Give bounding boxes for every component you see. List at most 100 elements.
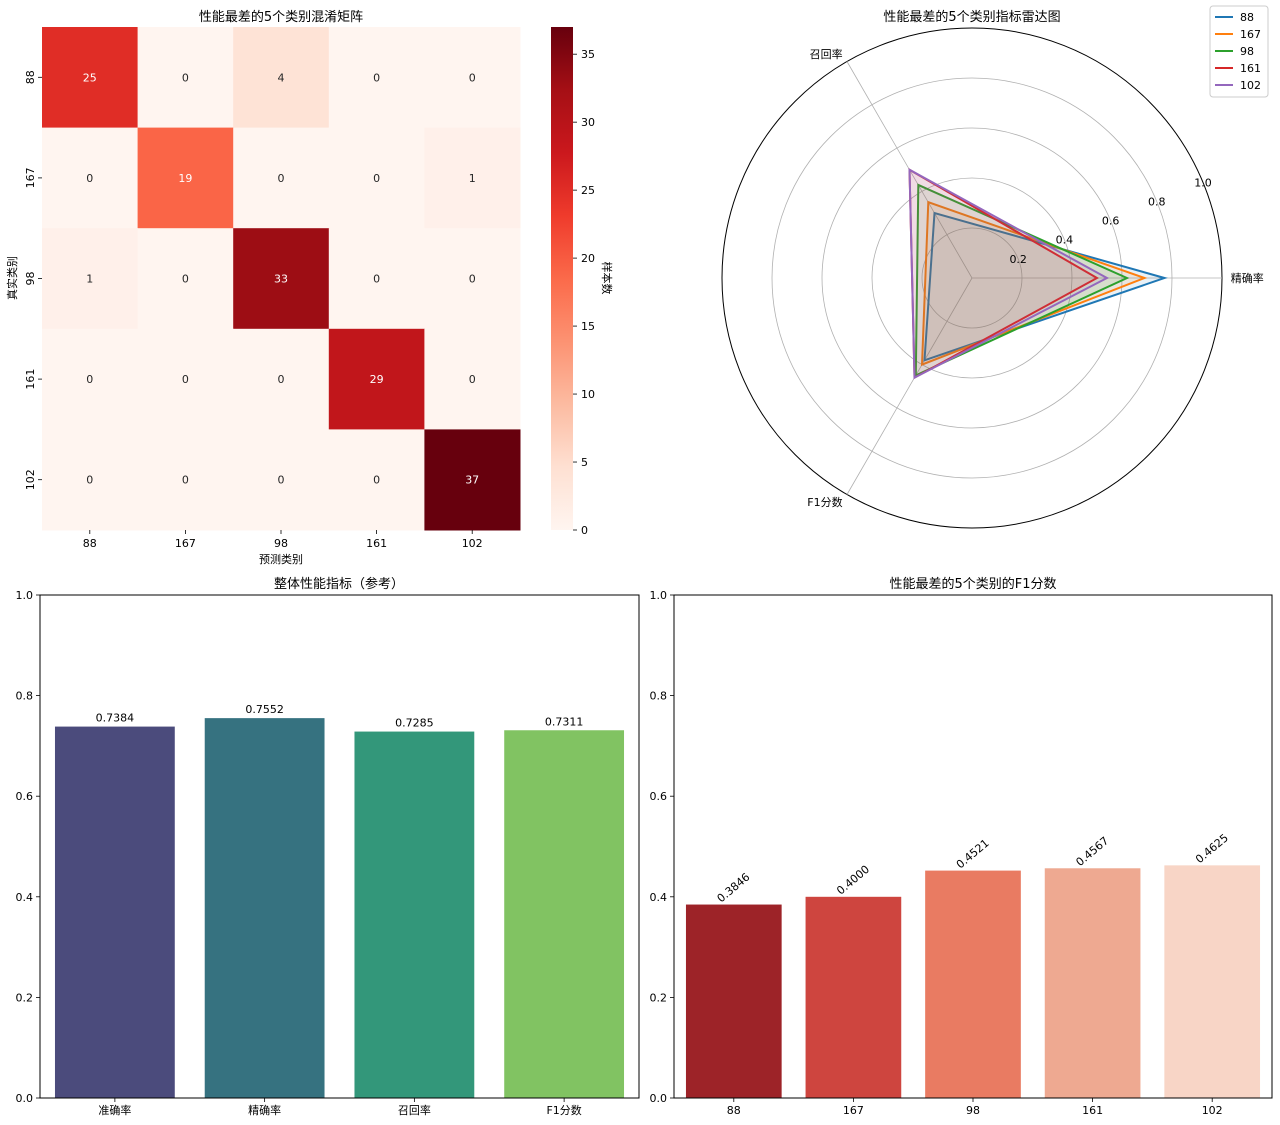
- bar-value-label: 0.3846: [715, 871, 753, 906]
- heatmap-cell: [137, 429, 234, 531]
- heatmap-cell-value: 0: [86, 172, 93, 185]
- heatmap-cell-value: 0: [373, 273, 380, 286]
- heatmap-cell: [424, 27, 521, 129]
- heatmap-cell-value: 4: [278, 71, 285, 84]
- heatmap-cell: [137, 127, 234, 229]
- x-tick-label: 98: [966, 1104, 980, 1117]
- heatmap-cell: [424, 127, 521, 229]
- metrics-radar-chart: 性能最差的5个类别指标雷达图 0.2 0.4 0.6 0.8 1.0 精确率 召回率 F1分…: [721, 5, 1269, 529]
- radar-axis-labels: 精确率 召回率 F1分数: [807, 47, 1263, 509]
- radar-series-line: [908, 167, 1110, 380]
- radar-series-fill: [924, 213, 1165, 361]
- heatmap-x-ticks: 88 167 98 161 102: [83, 530, 483, 550]
- colorbar-tick-label: 30: [581, 116, 595, 129]
- y-tick-label: 161: [24, 369, 37, 390]
- x-tick-label: 167: [175, 537, 196, 550]
- heatmap-cell-value: 0: [278, 172, 285, 185]
- heatmap-cell: [233, 127, 330, 229]
- heatmap-cell-value: 0: [373, 71, 380, 84]
- y-tick-label: 0.8: [16, 690, 34, 703]
- heatmap-cell: [328, 127, 425, 229]
- bar-value-label: 0.4625: [1193, 831, 1231, 866]
- heatmap-cell-value: 0: [278, 474, 285, 487]
- x-tick-label: 161: [366, 537, 387, 550]
- heatmap-y-ticks: 88 167 98 161 102: [24, 70, 42, 490]
- radar-spoke: [846, 277, 973, 495]
- bar: [685, 904, 782, 1098]
- heatmap-cell: [137, 27, 234, 129]
- heatmap-cell-value: 1: [86, 273, 93, 286]
- heatmap-cell: [328, 328, 425, 430]
- heatmap-cell: [233, 228, 330, 330]
- x-tick-label: F1分数: [546, 1104, 581, 1117]
- bar: [1164, 865, 1261, 1098]
- bar-value-label: 0.7311: [545, 715, 584, 728]
- overall-metrics-bar-chart: 整体性能指标（参考） 0.7384 准确率 0.7552 精确率 0.7285 召回率 0.…: [16, 576, 640, 1117]
- heatmap-cell: [42, 328, 139, 430]
- radar-r-tick-label: 0.4: [1056, 234, 1074, 247]
- bar-value-label: 0.7384: [96, 712, 135, 725]
- y-tick-label: 0.6: [16, 790, 34, 803]
- heatmap-cell-value: 33: [274, 273, 288, 286]
- axes-frame: [673, 594, 1273, 1099]
- heatmap-cell-value: 25: [83, 71, 97, 84]
- y-tick-label: 0.4: [650, 891, 668, 904]
- bar: [204, 718, 325, 1098]
- radar-series: [908, 167, 1168, 380]
- y-tick-label: 1.0: [650, 589, 668, 602]
- colorbar-tick-label: 10: [581, 388, 595, 401]
- overall-metrics-title: 整体性能指标（参考）: [274, 576, 404, 592]
- x-tick-label: 精确率: [248, 1103, 281, 1117]
- heatmap-cell: [328, 429, 425, 531]
- heatmap-cell-value: 0: [469, 71, 476, 84]
- heatmap-cell: [233, 27, 330, 129]
- heatmap-cell: [137, 228, 234, 330]
- heatmap-cell-value: 0: [86, 373, 93, 386]
- heatmap-cell: [42, 429, 139, 531]
- radar-title: 性能最差的5个类别指标雷达图: [883, 9, 1060, 25]
- y-tick-label: 0.2: [650, 991, 668, 1004]
- radar-legend: 88 167 98 161 102: [1209, 5, 1269, 98]
- heatmap-cell-value: 0: [469, 273, 476, 286]
- heatmap-cell: [424, 228, 521, 330]
- x-tick-label: 召回率: [398, 1103, 431, 1117]
- heatmap-cell-value: 0: [182, 373, 189, 386]
- colorbar-tick-label: 25: [581, 184, 595, 197]
- bar: [925, 870, 1021, 1098]
- heatmap-cell: [424, 328, 521, 430]
- worst-f1-bar-chart: 性能最差的5个类别的F1分数 0.3846 88 0.4000 167 0.4521 98…: [650, 576, 1273, 1117]
- bar: [1044, 868, 1141, 1098]
- bar: [54, 726, 175, 1098]
- radar-series-fill: [922, 202, 1145, 365]
- bar-value-label: 0.7285: [395, 717, 434, 730]
- x-tick-label: 88: [83, 537, 97, 550]
- x-tick-label: 161: [1082, 1104, 1103, 1117]
- radar-r-tick-label: 0.2: [1009, 253, 1027, 266]
- legend-box: [1209, 5, 1269, 98]
- heatmap-cell-value: 0: [182, 71, 189, 84]
- heatmap-cell: [424, 429, 521, 531]
- heatmap-cell-value: 19: [178, 172, 192, 185]
- bar-value-label: 0.4521: [954, 837, 992, 872]
- colorbar-ticks: 0 5 10 15 20 25 30 35: [573, 48, 595, 537]
- legend-label: 161: [1240, 62, 1261, 75]
- confusion-matrix-heatmap: 性能最差的5个类别混淆矩阵 25 0 4 0 00 19 0 0 11 0 33 0 00 0 0 29 00 0…: [5, 9, 614, 566]
- x-tick-label: 102: [462, 537, 483, 550]
- bar: [354, 731, 475, 1098]
- bar-value-label: 0.4000: [834, 863, 872, 898]
- x-tick-label: 88: [727, 1104, 741, 1117]
- radar-r-ticks: 0.2 0.4 0.6 0.8 1.0: [1009, 176, 1211, 266]
- colorbar-label: 样本数: [600, 262, 614, 295]
- x-tick-label: 167: [843, 1104, 864, 1117]
- x-tick-label: 准确率: [98, 1103, 131, 1117]
- y-tick-label: 0.2: [16, 991, 34, 1004]
- x-tick-label: 98: [274, 537, 288, 550]
- legend-label: 98: [1240, 45, 1254, 58]
- heatmap-cell: [328, 228, 425, 330]
- colorbar: [551, 27, 573, 530]
- heatmap-cell: [328, 27, 425, 129]
- y-tick-label: 88: [24, 70, 37, 84]
- y-tick-label: 0.0: [650, 1092, 668, 1105]
- radar-series-fill: [909, 169, 1107, 378]
